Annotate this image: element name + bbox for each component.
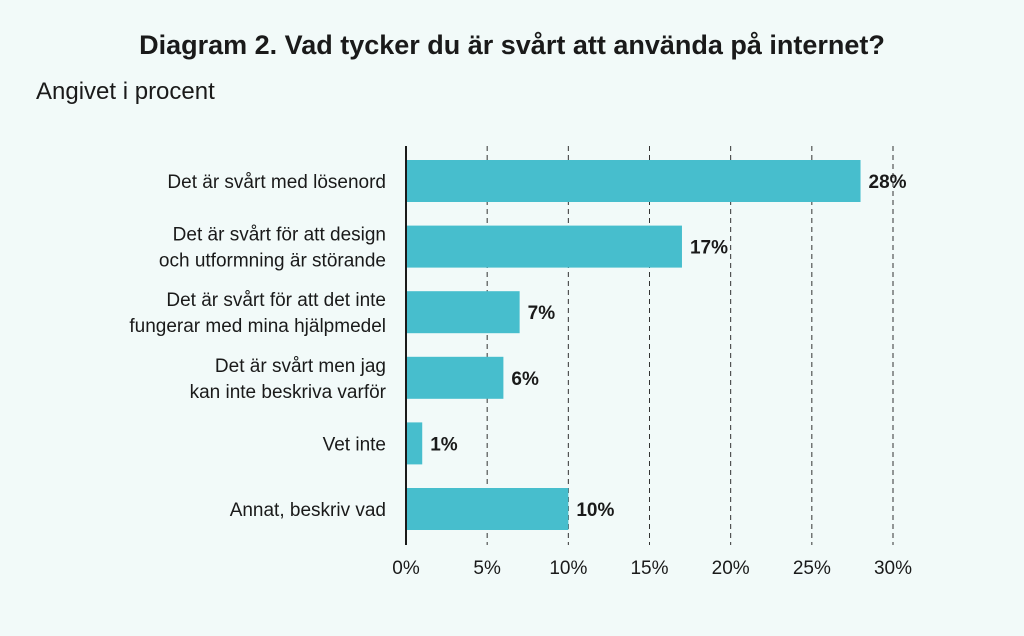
x-tick-label: 5% [473,558,501,579]
x-tick-label: 20% [712,558,750,579]
x-tick-label: 10% [549,558,587,579]
category-label: Det är svårt för att det inte [166,290,386,311]
chart-subtitle: Angivet i procent [36,78,215,105]
x-tick-label: 0% [392,558,420,579]
bar [406,291,520,334]
data-label: 1% [430,434,458,455]
chart-title: Diagram 2. Vad tycker du är svårt att an… [139,30,885,60]
data-label: 7% [528,303,556,324]
bar [406,356,504,399]
data-label: 28% [869,172,907,193]
bar [406,160,861,202]
bar [406,422,423,465]
x-tick-label: 30% [874,558,912,579]
data-label: 17% [690,238,728,259]
category-label: Det är svårt men jag [215,356,386,377]
data-label: 10% [576,500,614,521]
category-label: Vet inte [323,434,386,455]
data-label: 6% [511,369,539,390]
category-label: Annat, beskriv vad [230,500,386,521]
category-label: Det är svårt med lösenord [167,172,386,193]
category-label: och utformning är störande [159,251,386,272]
category-label: fungerar med mina hjälpmedel [129,316,386,337]
category-label: kan inte beskriva varför [190,382,387,403]
x-tick-label: 25% [793,558,831,579]
x-tick-label: 15% [630,558,668,579]
category-label: Det är svårt för att design [173,225,386,246]
bar [406,225,682,268]
bar [406,488,569,530]
